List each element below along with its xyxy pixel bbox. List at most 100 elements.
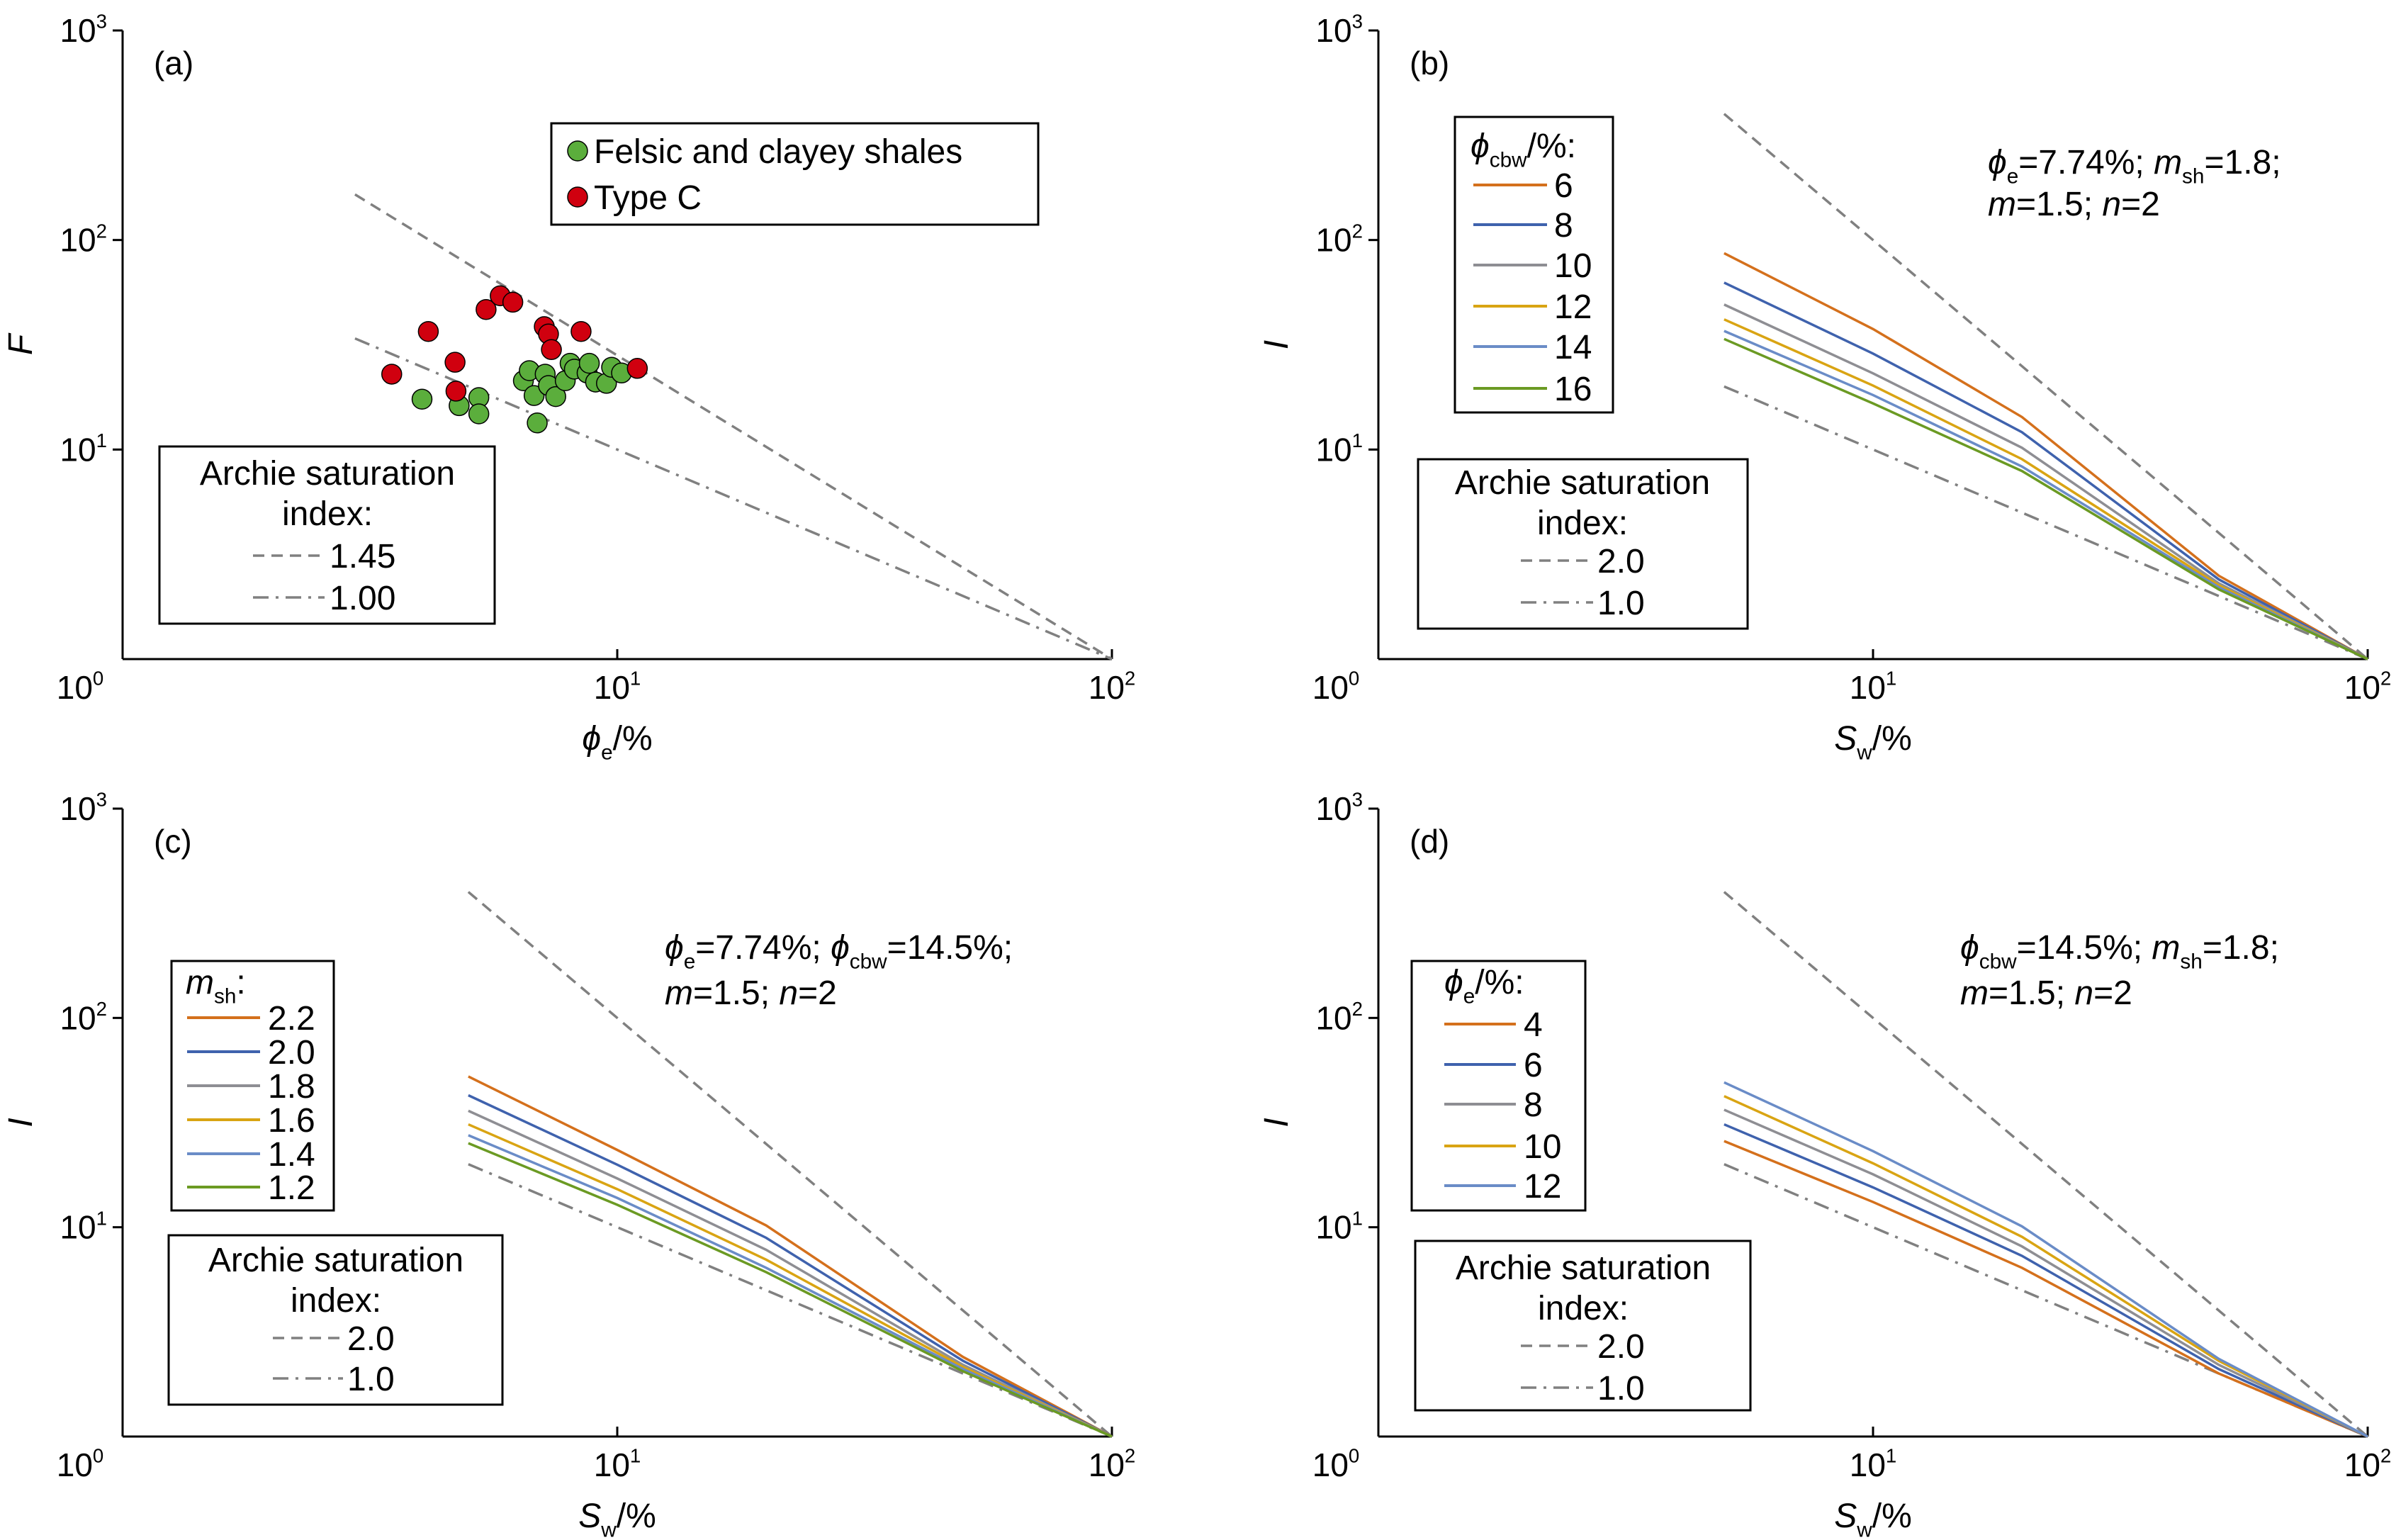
tick-label: 101 [1315, 1207, 1363, 1245]
data-point-type-c [502, 291, 524, 313]
legend-label: 12 [1554, 288, 1592, 326]
tick-exponent: 3 [96, 11, 107, 33]
series-line-4 [1724, 1140, 2368, 1438]
text-part: ϕ [1444, 964, 1463, 1001]
text-part: /%: [1475, 964, 1524, 1001]
tick-exponent: 2 [1352, 998, 1363, 1020]
legend-label: 1.4 [268, 1136, 315, 1174]
archie-legend-label: 2.0 [1597, 1328, 1645, 1366]
tick-exponent: 0 [1349, 668, 1359, 690]
text-part: m [2152, 929, 2180, 967]
y-axis-label: I [1258, 340, 1295, 349]
text-part: /% [1872, 1497, 1912, 1535]
text-part: n [2074, 974, 2093, 1012]
archie-legend-label: 2.0 [1597, 543, 1645, 580]
legend-label: 4 [1524, 1006, 1543, 1044]
tick-exponent: 1 [630, 668, 641, 690]
text-part: F [2, 332, 40, 355]
tick-label: 102 [2344, 1445, 2392, 1483]
tick-base: 10 [1315, 12, 1351, 49]
text-part: cbw [1490, 148, 1527, 172]
text-part: w [1856, 741, 1872, 764]
legend-title: ϕe/%: [1444, 964, 1524, 1008]
tick-label: 101 [594, 1445, 641, 1483]
parameter-annotation: m=1.5; n=2 [665, 974, 837, 1012]
text-part: sh [214, 984, 236, 1008]
text-part: e [2007, 164, 2019, 188]
tick-base: 10 [1315, 222, 1351, 259]
data-point-type-c [444, 352, 466, 373]
text-part: =7.74%; [2018, 144, 2154, 181]
data-point-type-c [541, 339, 562, 361]
text-part: =1.5; [693, 974, 779, 1012]
tick-label: 101 [594, 668, 641, 706]
text-part: m [2154, 144, 2182, 181]
y-axis-label: F [2, 332, 40, 355]
y-axis-label: I [1258, 1118, 1295, 1127]
legend-box [158, 445, 496, 625]
legend: Felsic and clayey shales Type C [550, 122, 1040, 226]
text-part: S [1834, 1497, 1857, 1535]
tick-exponent: 2 [1125, 668, 1135, 690]
legend-label: 14 [1554, 329, 1592, 366]
text-part: sh [2182, 164, 2204, 188]
text-part: =1.8; [2203, 929, 2279, 967]
tick-label: 101 [1315, 429, 1363, 468]
tick-label: 103 [60, 789, 107, 827]
parameter-annotation: ϕe=7.74%; ϕcbw=14.5%; [665, 929, 1013, 973]
series-line-2.0 [468, 1094, 1113, 1438]
parameter-annotation: m=1.5; n=2 [1960, 974, 2132, 1012]
tick-base: 10 [60, 790, 96, 827]
text-part: sh [2180, 950, 2202, 973]
text-part: =2 [2093, 974, 2132, 1012]
tick-base: 10 [60, 1209, 96, 1246]
series-line-1.4 [468, 1134, 1113, 1438]
series-line-2.2 [468, 1075, 1113, 1438]
archie-legend-title: Archie saturation [200, 455, 455, 493]
tick-base: 10 [594, 669, 630, 706]
tick-base: 10 [1312, 1446, 1349, 1483]
tick-label: 100 [1312, 1445, 1360, 1483]
legend-label: Type C [594, 179, 702, 217]
text-part: =7.74%; [695, 929, 831, 967]
x-axis-label: Sw/% [578, 1497, 656, 1540]
series-line-1.6 [468, 1123, 1113, 1438]
tick-exponent: 2 [96, 220, 107, 242]
tick-exponent: 0 [1349, 1445, 1359, 1467]
data-point-felsic-clayey [468, 403, 490, 425]
tick-label: 101 [1850, 668, 1897, 706]
tick-label: 103 [60, 11, 107, 49]
panel-label: (c) [154, 823, 192, 860]
tick-exponent: 2 [1352, 220, 1363, 242]
legend-label: 1.6 [268, 1102, 315, 1140]
tick-exponent: 1 [1886, 668, 1896, 690]
tick-base: 10 [1089, 1446, 1125, 1483]
text-part: /% [617, 1497, 656, 1535]
reference-line-dashdot [1724, 385, 2368, 661]
parameter-annotation: ϕe=7.74%; msh=1.8; [1988, 144, 2281, 188]
text-part: /% [613, 720, 653, 758]
data-point-type-c [417, 320, 439, 342]
tick-base: 10 [60, 999, 96, 1036]
text-part: cbw [850, 950, 887, 973]
text-part: : [236, 964, 245, 1001]
series-line-6 [1724, 252, 2368, 661]
archie-legend-title: index: [1538, 1290, 1629, 1327]
tick-label: 102 [1315, 998, 1363, 1036]
text-part: /%: [1527, 128, 1576, 165]
text-part: m [1988, 186, 2016, 223]
tick-base: 10 [1315, 790, 1351, 827]
legend-label: 2.2 [268, 1000, 315, 1038]
legend-box [1414, 1240, 1752, 1412]
series-line-1.2 [468, 1142, 1113, 1438]
tick-exponent: 1 [96, 429, 107, 451]
data-point-type-c [381, 364, 403, 385]
data-point-type-c [476, 298, 497, 320]
tick-label: 101 [60, 1207, 107, 1245]
parameter-annotation: m=1.5; n=2 [1988, 186, 2160, 223]
